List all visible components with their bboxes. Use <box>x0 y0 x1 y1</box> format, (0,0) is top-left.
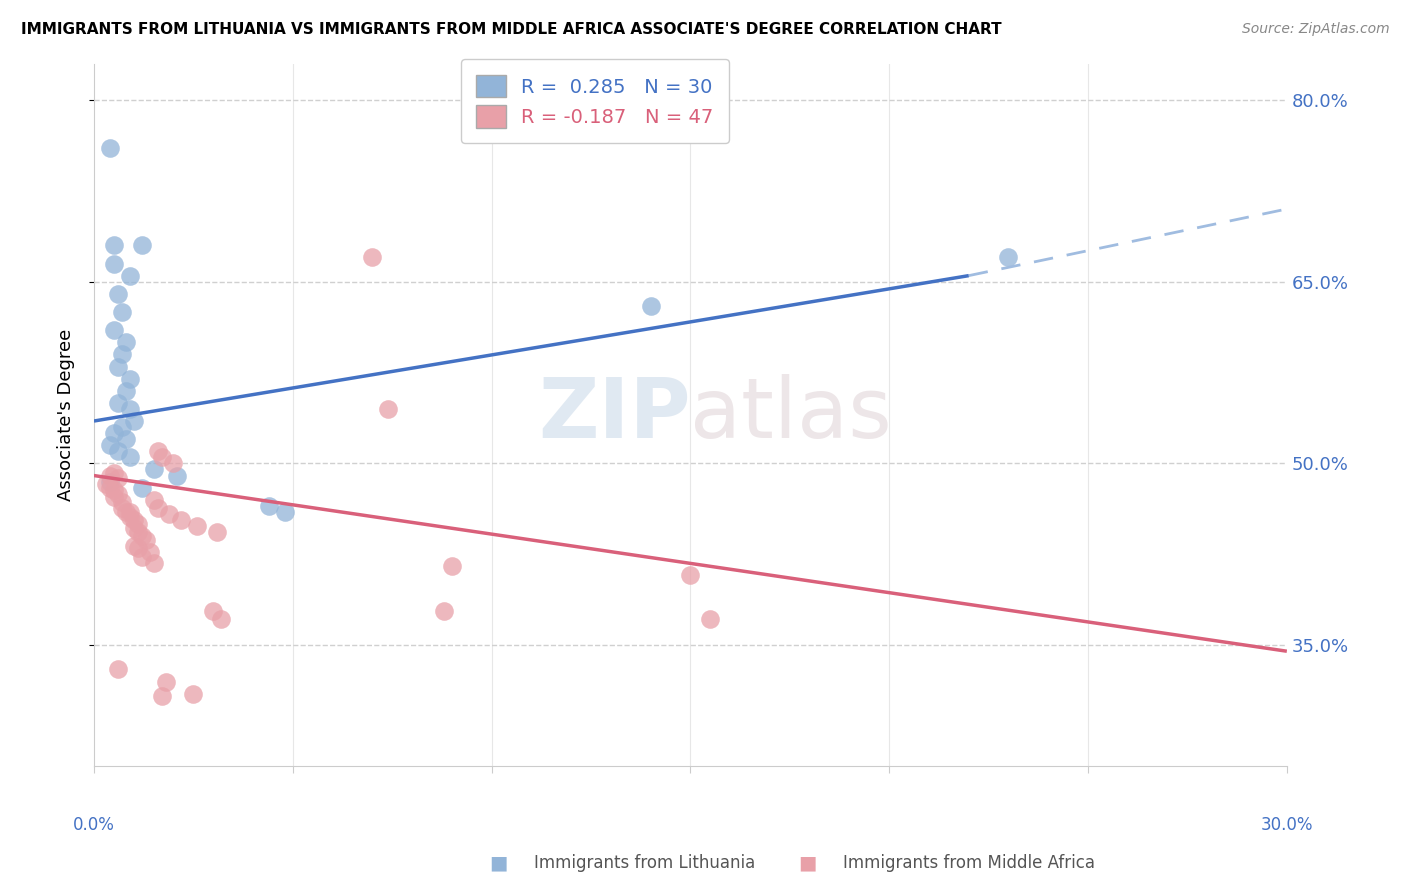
Point <box>131 238 153 252</box>
Point <box>142 556 165 570</box>
Point <box>122 414 145 428</box>
Point <box>114 505 136 519</box>
Point <box>107 359 129 374</box>
Point <box>127 525 149 540</box>
Text: atlas: atlas <box>690 375 893 456</box>
Text: ZIP: ZIP <box>538 375 690 456</box>
Text: Immigrants from Middle Africa: Immigrants from Middle Africa <box>801 855 1095 872</box>
Text: Source: ZipAtlas.com: Source: ZipAtlas.com <box>1241 22 1389 37</box>
Point <box>997 251 1019 265</box>
Point <box>114 432 136 446</box>
Point <box>122 539 145 553</box>
Point <box>111 501 134 516</box>
Point <box>131 529 153 543</box>
Point <box>94 477 117 491</box>
Point <box>257 499 280 513</box>
Point <box>107 286 129 301</box>
Point <box>274 505 297 519</box>
Text: Immigrants from Lithuania: Immigrants from Lithuania <box>492 855 755 872</box>
Point <box>103 466 125 480</box>
Point <box>699 611 721 625</box>
Point <box>111 347 134 361</box>
Point <box>98 468 121 483</box>
Point <box>118 268 141 283</box>
Legend: R =  0.285   N = 30, R = -0.187   N = 47: R = 0.285 N = 30, R = -0.187 N = 47 <box>461 59 728 143</box>
Point <box>127 516 149 531</box>
Point <box>103 256 125 270</box>
Point <box>107 662 129 676</box>
Point <box>170 513 193 527</box>
Point <box>205 525 228 540</box>
Y-axis label: Associate's Degree: Associate's Degree <box>58 329 75 501</box>
Point <box>146 444 169 458</box>
Point <box>118 401 141 416</box>
Point <box>377 401 399 416</box>
Point <box>138 545 160 559</box>
Point <box>166 468 188 483</box>
Point <box>122 513 145 527</box>
Point <box>146 501 169 516</box>
Point <box>111 420 134 434</box>
Text: ■: ■ <box>799 854 817 872</box>
Point <box>433 604 456 618</box>
Point <box>186 519 208 533</box>
Point <box>361 251 384 265</box>
Point <box>162 457 184 471</box>
Point <box>107 486 129 500</box>
Point <box>118 450 141 465</box>
Point <box>142 492 165 507</box>
Point <box>159 508 181 522</box>
Point <box>107 444 129 458</box>
Point <box>98 438 121 452</box>
Point <box>107 471 129 485</box>
Point <box>118 371 141 385</box>
Text: ■: ■ <box>489 854 508 872</box>
Point <box>118 509 141 524</box>
Point <box>640 299 662 313</box>
Point <box>202 604 225 618</box>
Point <box>150 450 173 465</box>
Point <box>103 426 125 441</box>
Point <box>98 481 121 495</box>
Point <box>440 559 463 574</box>
Point <box>122 521 145 535</box>
Text: IMMIGRANTS FROM LITHUANIA VS IMMIGRANTS FROM MIDDLE AFRICA ASSOCIATE'S DEGREE CO: IMMIGRANTS FROM LITHUANIA VS IMMIGRANTS … <box>21 22 1001 37</box>
Point <box>183 687 205 701</box>
Point <box>111 495 134 509</box>
Point <box>103 491 125 505</box>
Point <box>118 505 141 519</box>
Point <box>114 384 136 398</box>
Text: 0.0%: 0.0% <box>73 815 115 833</box>
Point <box>111 305 134 319</box>
Point <box>155 674 177 689</box>
Point <box>98 475 121 489</box>
Point <box>131 481 153 495</box>
Point <box>142 462 165 476</box>
Point <box>679 568 702 582</box>
Point <box>98 141 121 155</box>
Point <box>107 396 129 410</box>
Point <box>131 549 153 564</box>
Point <box>135 533 157 547</box>
Point <box>103 323 125 337</box>
Point <box>103 483 125 497</box>
Point <box>209 611 232 625</box>
Point <box>114 335 136 350</box>
Point <box>127 541 149 556</box>
Point <box>103 238 125 252</box>
Point <box>150 689 173 703</box>
Text: 30.0%: 30.0% <box>1261 815 1313 833</box>
